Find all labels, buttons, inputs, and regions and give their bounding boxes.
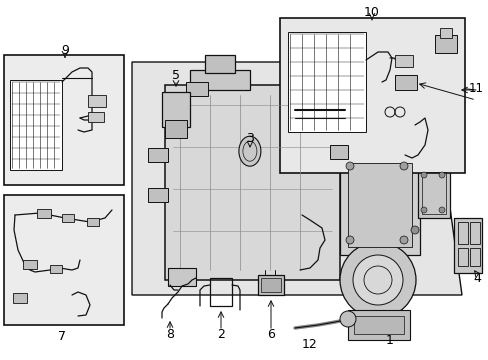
Circle shape (352, 255, 402, 305)
Bar (37, 209, 51, 218)
Circle shape (399, 162, 407, 170)
Bar (190, 70, 249, 90)
Circle shape (438, 172, 444, 178)
Text: 7: 7 (58, 330, 66, 343)
Bar (164, 120, 186, 138)
Ellipse shape (239, 136, 261, 166)
Bar (148, 148, 168, 162)
Text: 10: 10 (364, 5, 379, 18)
Bar (162, 92, 190, 127)
Bar (50, 265, 62, 273)
Circle shape (346, 236, 353, 244)
Bar (164, 85, 339, 280)
Bar (23, 260, 37, 269)
Bar (421, 172, 445, 214)
Circle shape (420, 207, 426, 213)
Bar (394, 75, 416, 90)
Bar (469, 248, 479, 266)
Bar (469, 222, 479, 244)
Bar (353, 316, 403, 334)
Text: 8: 8 (165, 328, 174, 342)
Bar (185, 82, 207, 96)
Circle shape (339, 311, 355, 327)
Bar (88, 112, 104, 122)
Bar (394, 55, 412, 67)
Circle shape (399, 236, 407, 244)
Bar (457, 248, 467, 266)
Bar (453, 218, 481, 273)
Text: 9: 9 (61, 44, 69, 57)
Bar (13, 293, 27, 303)
Bar (261, 278, 281, 292)
Bar (347, 310, 409, 340)
Bar (204, 55, 235, 73)
Circle shape (420, 172, 426, 178)
Text: 12: 12 (302, 338, 317, 351)
Bar (209, 278, 231, 306)
Bar (62, 214, 74, 222)
Circle shape (346, 162, 353, 170)
Bar (168, 268, 196, 286)
Bar (87, 218, 99, 226)
Bar (258, 275, 284, 295)
Bar (280, 18, 464, 173)
Circle shape (438, 207, 444, 213)
Bar (434, 35, 456, 53)
Bar (329, 145, 347, 159)
Text: 3: 3 (245, 131, 253, 144)
Bar (329, 115, 347, 129)
Bar (339, 155, 419, 255)
Text: 11: 11 (468, 81, 483, 95)
Bar (4, 55, 124, 185)
Bar (148, 188, 168, 202)
Bar (10, 80, 62, 170)
Text: 1: 1 (385, 333, 393, 346)
Text: 4: 4 (472, 271, 480, 284)
Circle shape (410, 226, 418, 234)
Text: 5: 5 (172, 68, 180, 81)
Bar (439, 28, 451, 38)
Bar (287, 32, 365, 132)
Bar (417, 168, 449, 218)
Text: 6: 6 (266, 328, 274, 342)
Circle shape (339, 242, 415, 318)
Text: 2: 2 (217, 328, 224, 342)
Polygon shape (132, 62, 461, 295)
Bar (347, 163, 411, 247)
Bar (88, 95, 106, 107)
Bar (4, 195, 124, 325)
Bar (457, 222, 467, 244)
